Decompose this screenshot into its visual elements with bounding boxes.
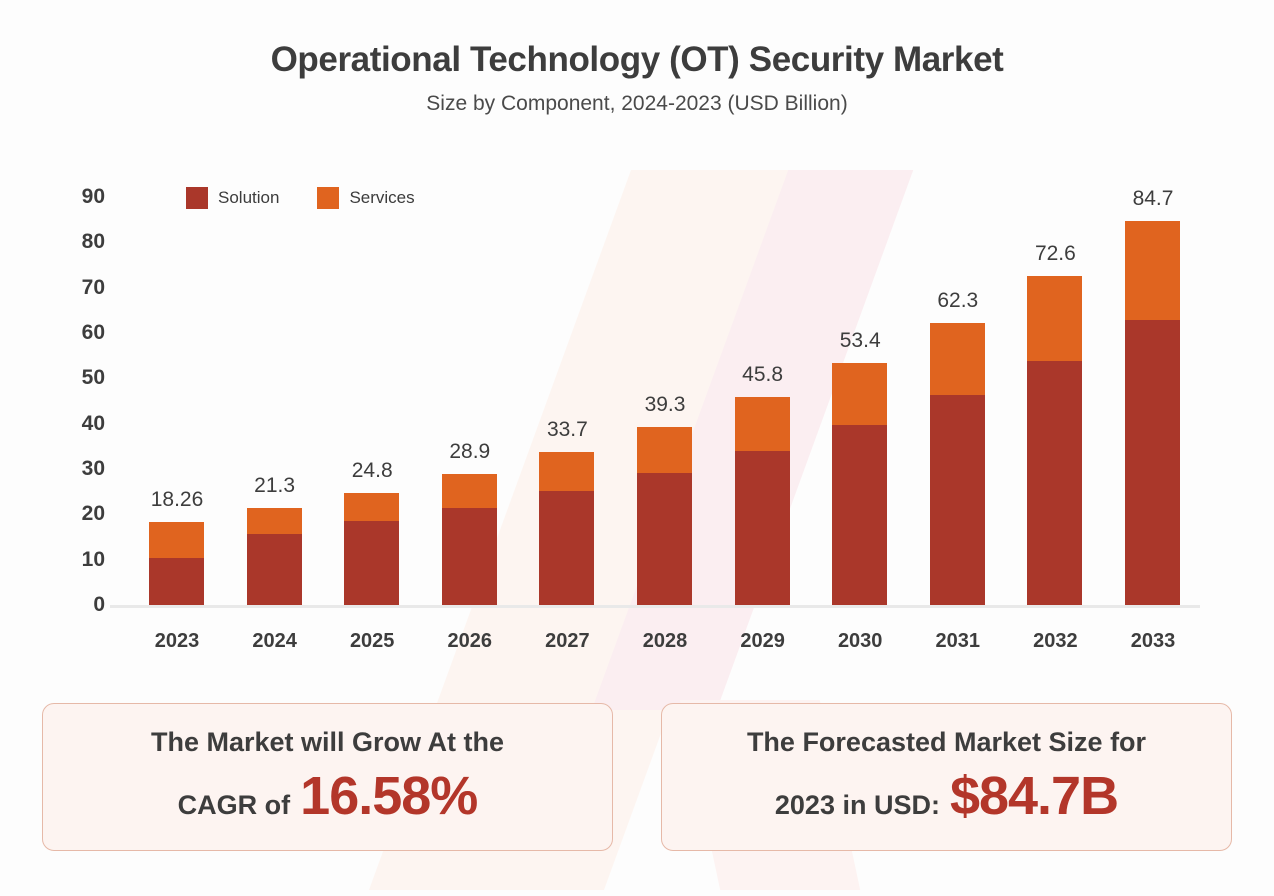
bar-series-container: 18.26 2023 21.3 2024 24.8 2025 28.9 2026 33.7 202… bbox=[149, 0, 1180, 700]
bar-segment-services-2030[interactable] bbox=[832, 362, 888, 426]
callout-value-row-2: 2023 in USD: $84.7B bbox=[774, 765, 1119, 827]
bar-segment-solution-2031[interactable] bbox=[929, 395, 985, 605]
bar-group-2024[interactable]: 21.3 2024 bbox=[246, 0, 302, 700]
bar-group-2030[interactable]: 53.4 2030 bbox=[832, 0, 888, 700]
x-axis-label-2023: 2023 bbox=[154, 630, 200, 652]
y-axis-tick-50: 50 bbox=[81, 366, 105, 390]
bar-group-2026[interactable]: 28.9 2026 bbox=[441, 0, 497, 700]
bar-segment-services-2028[interactable] bbox=[637, 426, 692, 474]
bar-segment-solution-2033[interactable] bbox=[1125, 319, 1180, 605]
callout-value-1: 16.58% bbox=[300, 765, 478, 826]
bar-segment-solution-2027[interactable] bbox=[539, 491, 595, 605]
bar-total-label-2028: 39.3 bbox=[644, 392, 686, 416]
bar-segment-services-2031[interactable] bbox=[929, 322, 985, 396]
bar-segment-solution-2029[interactable] bbox=[734, 450, 790, 605]
bar-total-label-2033: 84.7 bbox=[1132, 187, 1174, 211]
bar-group-2023[interactable]: 18.26 2023 bbox=[149, 0, 204, 700]
chart-header: Operational Technology (OT) Security Mar… bbox=[0, 0, 1274, 116]
bar-total-label-2023: 18.26 bbox=[150, 488, 204, 512]
bar-segment-services-2025[interactable] bbox=[344, 492, 400, 522]
bar-segment-services-2029[interactable] bbox=[734, 397, 790, 451]
x-axis-label-2032: 2032 bbox=[1033, 630, 1078, 652]
bar-total-label-2032: 72.6 bbox=[1034, 241, 1076, 265]
bar-total-label-2030: 53.4 bbox=[839, 328, 881, 352]
y-axis-tick-30: 30 bbox=[81, 457, 105, 480]
bar-group-2029[interactable]: 45.8 2029 bbox=[734, 0, 790, 700]
bar-segment-solution-2032[interactable] bbox=[1027, 360, 1083, 605]
bar-segment-solution-2023[interactable] bbox=[149, 557, 204, 605]
bar-segment-solution-2028[interactable] bbox=[637, 473, 692, 605]
bar-total-label-2029: 45.8 bbox=[742, 363, 784, 387]
y-axis: 0 10 20 30 40 50 60 70 80 90 bbox=[0, 0, 120, 700]
callout-lead-1: CAGR of bbox=[177, 789, 291, 820]
callout-lead-2: 2023 in USD: bbox=[774, 789, 940, 820]
x-axis-label-2024: 2024 bbox=[252, 630, 297, 652]
bar-group-2031[interactable]: 62.3 2031 bbox=[929, 0, 985, 700]
callout-row: The Market will Grow At the CAGR of 16.58%… bbox=[0, 703, 1274, 851]
y-axis-tick-80: 80 bbox=[81, 230, 105, 254]
callout-card-1: The Market will Grow At the CAGR of 16.58% bbox=[42, 703, 613, 851]
y-axis-tick-20: 20 bbox=[81, 502, 105, 526]
callout-value-2: $84.7B bbox=[949, 765, 1119, 826]
bar-segment-solution-2026[interactable] bbox=[441, 507, 497, 605]
bar-group-2028[interactable]: 39.3 2028 bbox=[637, 0, 692, 700]
bar-group-2032[interactable]: 72.6 2032 bbox=[1027, 0, 1083, 700]
chart-plot-area: 0 10 20 30 40 50 60 70 80 90 18.26 2023 21.3 2024 24.… bbox=[0, 0, 1200, 700]
callout-value-row-1: CAGR of 16.58% bbox=[177, 765, 479, 827]
bar-segment-solution-2025[interactable] bbox=[344, 521, 400, 605]
bar-segment-services-2033[interactable] bbox=[1125, 221, 1180, 320]
callout-card-2: The Forecasted Market Size for 2023 in US… bbox=[661, 703, 1232, 851]
bar-group-2027[interactable]: 33.7 2027 bbox=[539, 0, 595, 700]
bar-group-2033[interactable]: 84.7 2033 bbox=[1125, 0, 1180, 700]
bar-segment-services-2026[interactable] bbox=[441, 473, 497, 508]
bar-segment-services-2032[interactable] bbox=[1027, 275, 1083, 361]
y-axis-tick-70: 70 bbox=[81, 275, 105, 299]
y-axis-tick-0: 0 bbox=[93, 593, 105, 616]
bar-group-2025[interactable]: 24.8 2025 bbox=[344, 0, 400, 700]
bar-segment-services-2027[interactable] bbox=[539, 452, 595, 492]
legend-swatch-services bbox=[317, 187, 340, 209]
legend-label: Services bbox=[349, 188, 415, 207]
bar-segment-solution-2024[interactable] bbox=[246, 534, 302, 605]
bar-segment-services-2023[interactable] bbox=[149, 522, 204, 558]
y-axis-tick-40: 40 bbox=[81, 411, 105, 435]
bar-total-label-2031: 62.3 bbox=[937, 288, 979, 312]
chart-legend: Solution Services bbox=[186, 187, 415, 209]
chart-title: Operational Technology (OT) Security Mar… bbox=[270, 40, 1004, 79]
bar-total-label-2024: 21.3 bbox=[254, 474, 296, 498]
bar-segment-solution-2030[interactable] bbox=[832, 425, 888, 605]
y-axis-tick-90: 90 bbox=[81, 185, 105, 208]
callout-headline-1: The Market will Grow At the bbox=[150, 727, 505, 758]
bar-total-label-2026: 28.9 bbox=[449, 439, 491, 463]
legend-item-solution[interactable]: Solution bbox=[186, 187, 279, 209]
y-axis-tick-60: 60 bbox=[81, 321, 105, 344]
legend-swatch-solution bbox=[186, 187, 208, 209]
x-axis-label-2031: 2031 bbox=[935, 630, 981, 652]
callout-headline-2: The Forecasted Market Size for bbox=[746, 727, 1147, 758]
legend-item-services[interactable]: Services bbox=[317, 187, 415, 209]
legend-label: Solution bbox=[218, 188, 280, 207]
bar-segment-services-2024[interactable] bbox=[246, 508, 302, 535]
bar-total-label-2027: 33.7 bbox=[546, 418, 588, 442]
x-axis-label-2033: 2033 bbox=[1130, 630, 1176, 652]
y-axis-tick-10: 10 bbox=[81, 547, 105, 571]
chart-subtitle: Size by Component, 2024-2023 (USD Billio… bbox=[426, 92, 848, 115]
